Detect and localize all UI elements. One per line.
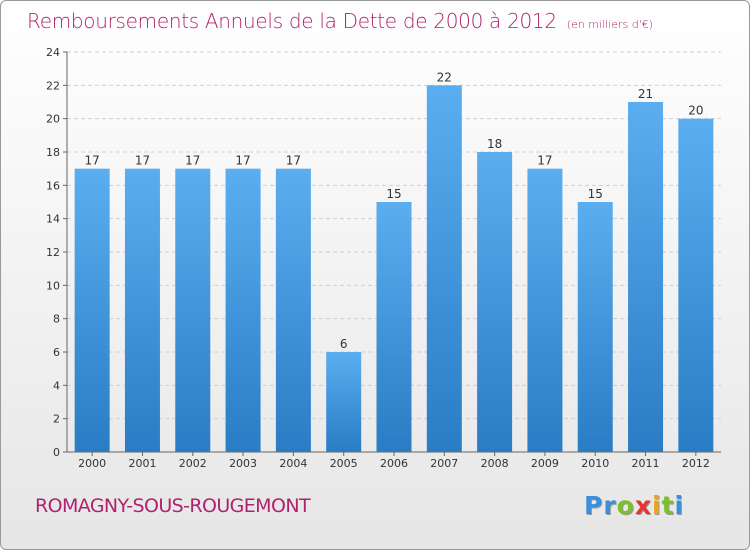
bar (426, 85, 462, 452)
bar (376, 202, 412, 452)
x-tick-label: 2011 (632, 457, 660, 470)
y-tick-label: 16 (46, 179, 60, 192)
bar (175, 168, 211, 452)
data-label: 15 (386, 187, 401, 201)
data-label: 17 (235, 154, 250, 168)
logo-letter: r (603, 491, 617, 520)
data-label: 17 (135, 154, 150, 168)
logo-letter: P (584, 491, 604, 520)
y-tick-label: 12 (46, 246, 60, 259)
x-tick-label: 2003 (229, 457, 257, 470)
x-tick-label: 2001 (128, 457, 156, 470)
y-tick-label: 14 (46, 213, 60, 226)
bar (527, 168, 563, 452)
bar (225, 168, 261, 452)
data-label: 20 (688, 104, 703, 118)
proxiti-logo: Proxiti (584, 491, 684, 520)
data-label: 17 (185, 154, 200, 168)
x-tick-label: 2010 (581, 457, 609, 470)
x-tick-label: 2008 (481, 457, 509, 470)
data-label: 22 (437, 70, 452, 84)
chart-title: Remboursements Annuels de la Dette de 20… (27, 9, 653, 33)
y-tick-label: 22 (46, 79, 60, 92)
bar (577, 202, 613, 452)
x-tick-label: 2002 (179, 457, 207, 470)
x-tick-label: 2007 (430, 457, 458, 470)
y-tick-label: 24 (46, 46, 60, 59)
y-tick-label: 4 (53, 379, 60, 392)
commune-name: ROMAGNY-SOUS-ROUGEMONT (35, 495, 311, 517)
y-tick-label: 6 (53, 346, 60, 359)
logo-letter: i (674, 491, 685, 520)
logo-letter: o (616, 491, 635, 520)
logo-letter: t (661, 491, 675, 520)
bar (678, 118, 714, 453)
bar (74, 168, 110, 452)
data-label: 15 (588, 187, 603, 201)
x-tick-label: 2000 (78, 457, 106, 470)
bar (124, 168, 160, 452)
data-label: 6 (340, 337, 348, 351)
bar (477, 152, 513, 452)
y-tick-label: 8 (53, 313, 60, 326)
bar (275, 168, 311, 452)
y-tick-label: 10 (46, 279, 60, 292)
x-tick-label: 2009 (531, 457, 559, 470)
y-tick-label: 0 (53, 446, 60, 459)
data-label: 17 (537, 154, 552, 168)
data-label: 17 (85, 154, 100, 168)
y-tick-label: 20 (46, 113, 60, 126)
data-label: 18 (487, 137, 502, 151)
logo-letter: i (652, 491, 662, 520)
x-tick-label: 2005 (330, 457, 358, 470)
bar (628, 102, 664, 452)
data-label: 17 (286, 154, 301, 168)
data-label: 21 (638, 87, 653, 101)
chart-subtitle: (en milliers d'€) (566, 18, 654, 31)
y-tick-label: 18 (46, 146, 60, 159)
chart-title-text: Remboursements Annuels de la Dette de 20… (27, 9, 557, 33)
bar (326, 352, 362, 452)
y-tick-label: 2 (53, 413, 60, 426)
x-tick-label: 2006 (380, 457, 408, 470)
x-tick-label: 2004 (279, 457, 307, 470)
x-tick-label: 2012 (682, 457, 710, 470)
logo-letter: x (634, 491, 652, 520)
